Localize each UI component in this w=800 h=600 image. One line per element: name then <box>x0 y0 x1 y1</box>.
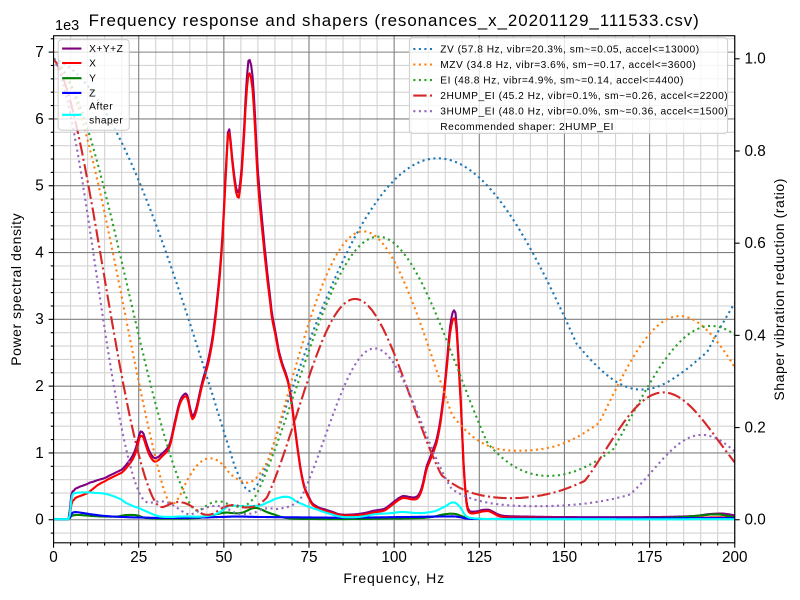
svg-text:175: 175 <box>637 549 663 566</box>
svg-text:Shaper vibration reduction (ra: Shaper vibration reduction (ratio) <box>771 178 787 401</box>
svg-text:Y: Y <box>89 74 96 85</box>
svg-text:7: 7 <box>35 44 44 61</box>
svg-text:Frequency response and shapers: Frequency response and shapers (resonanc… <box>89 11 700 30</box>
svg-text:0.0: 0.0 <box>745 512 766 529</box>
svg-text:0.2: 0.2 <box>745 420 766 437</box>
svg-text:3HUMP_EI (48.0 Hz, vibr=0.0%,: 3HUMP_EI (48.0 Hz, vibr=0.0%, sm~=0.36, … <box>440 107 728 118</box>
svg-text:1e3: 1e3 <box>55 18 79 34</box>
svg-text:X: X <box>89 58 96 69</box>
svg-text:75: 75 <box>300 549 317 566</box>
svg-text:200: 200 <box>722 549 748 566</box>
svg-text:100: 100 <box>381 549 407 566</box>
svg-text:1: 1 <box>35 445 44 462</box>
svg-text:3: 3 <box>35 311 44 328</box>
svg-text:After: After <box>89 101 113 112</box>
svg-text:Frequency, Hz: Frequency, Hz <box>343 570 445 586</box>
svg-text:50: 50 <box>215 549 232 566</box>
svg-text:EI (48.8 Hz, vibr=4.9%, sm~=0.: EI (48.8 Hz, vibr=4.9%, sm~=0.14, accel<… <box>440 76 684 87</box>
svg-text:X+Y+Z: X+Y+Z <box>89 44 123 55</box>
svg-text:0.6: 0.6 <box>745 235 766 252</box>
svg-text:2: 2 <box>35 378 44 395</box>
svg-text:2HUMP_EI (45.2 Hz, vibr=0.1%,: 2HUMP_EI (45.2 Hz, vibr=0.1%, sm~=0.26, … <box>440 91 728 102</box>
svg-text:5: 5 <box>35 178 44 195</box>
svg-text:150: 150 <box>552 549 578 566</box>
svg-text:shaper: shaper <box>89 115 123 126</box>
svg-text:25: 25 <box>130 549 147 566</box>
svg-text:0: 0 <box>49 549 58 566</box>
svg-text:0: 0 <box>35 512 44 529</box>
svg-text:0.4: 0.4 <box>745 327 767 344</box>
svg-text:4: 4 <box>35 244 44 261</box>
svg-text:125: 125 <box>467 549 493 566</box>
svg-text:6: 6 <box>35 111 44 128</box>
svg-text:1.0: 1.0 <box>745 51 766 68</box>
svg-text:0.8: 0.8 <box>745 143 766 160</box>
svg-text:Power spectral density: Power spectral density <box>8 213 24 366</box>
svg-text:MZV (34.8 Hz, vibr=3.6%, sm~=0: MZV (34.8 Hz, vibr=3.6%, sm~=0.17, accel… <box>440 60 696 71</box>
svg-text:Z: Z <box>89 88 96 99</box>
svg-text:Recommended shaper: 2HUMP_EI: Recommended shaper: 2HUMP_EI <box>440 122 614 133</box>
svg-text:ZV (57.8 Hz, vibr=20.3%, sm~=0: ZV (57.8 Hz, vibr=20.3%, sm~=0.05, accel… <box>440 44 699 55</box>
